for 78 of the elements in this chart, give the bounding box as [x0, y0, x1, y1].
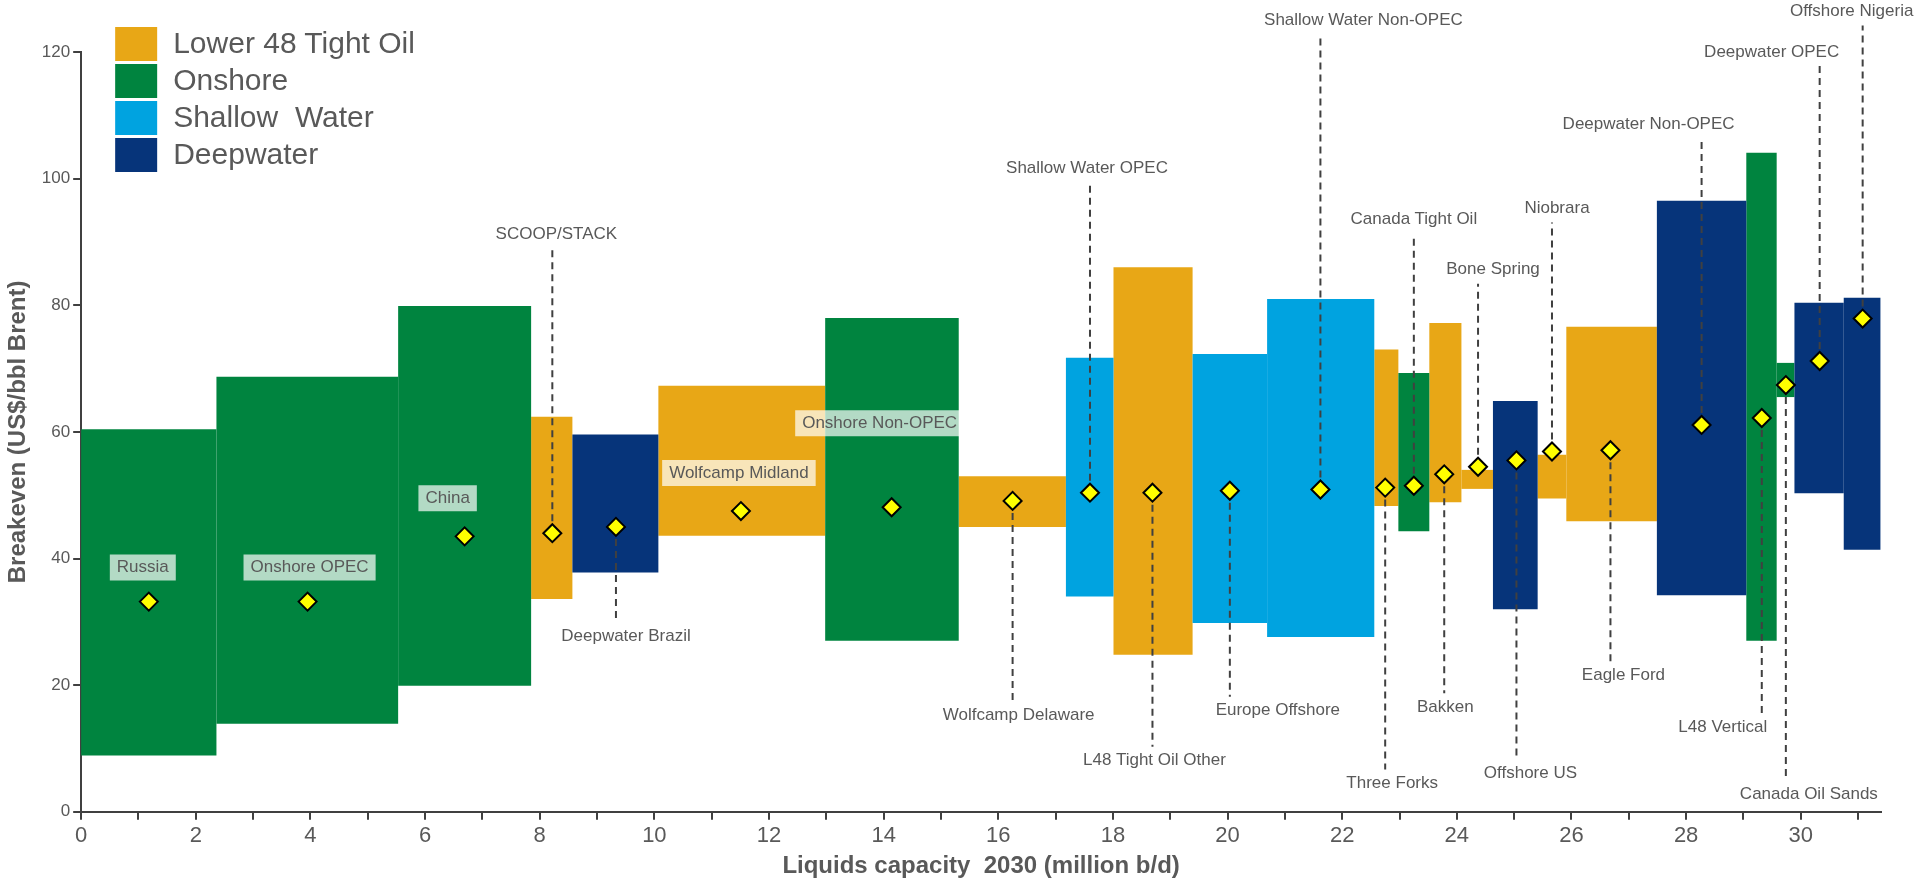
point — [1219, 480, 1240, 501]
annotation: L48 Vertical — [1678, 716, 1768, 736]
legend-label: Deepwater — [173, 137, 319, 171]
point — [1809, 350, 1830, 371]
point — [138, 591, 159, 612]
point — [881, 497, 902, 518]
point — [1775, 375, 1796, 396]
annotation: Russia — [116, 557, 170, 577]
x-tick-label: 30 — [1788, 822, 1813, 848]
annotation: Canada Oil Sands — [1739, 783, 1878, 803]
annotation: Wolfcamp Delaware — [942, 704, 1095, 724]
point — [454, 526, 475, 547]
point — [1002, 490, 1023, 511]
point — [1079, 482, 1100, 503]
x-tick-label: 2 — [189, 822, 202, 848]
annotation: Deepwater Non-OPEC — [1562, 113, 1735, 133]
x-tick-label: 14 — [871, 822, 896, 848]
point — [605, 516, 626, 537]
x-tick-label: 16 — [986, 822, 1011, 848]
annotation: Bakken — [1416, 697, 1474, 717]
y-tick-label: 0 — [60, 801, 71, 821]
annotation: Deepwater OPEC — [1704, 41, 1840, 61]
annotation: Canada Tight Oil — [1350, 209, 1478, 229]
legend-label: Shallow Water — [173, 100, 374, 134]
y-tick-label: 120 — [41, 41, 71, 61]
legend-label: Lower 48 Tight Oil — [173, 26, 415, 60]
point — [1600, 440, 1621, 461]
annotation: Three Forks — [1346, 773, 1439, 793]
annotation: China — [425, 488, 471, 508]
annotation: Europe Offshore — [1215, 700, 1341, 720]
point — [1852, 308, 1873, 329]
point — [730, 501, 751, 522]
x-tick-label: 0 — [75, 822, 88, 848]
y-tick-label: 40 — [51, 548, 71, 568]
point — [1403, 475, 1424, 496]
point — [1468, 456, 1489, 477]
x-tick-label: 4 — [304, 822, 317, 848]
annotation: Shallow Water OPEC — [1006, 158, 1168, 178]
y-tick-label: 20 — [51, 674, 71, 694]
bar — [531, 416, 573, 600]
x-tick-label: 12 — [756, 822, 782, 848]
point — [1375, 477, 1396, 498]
annotation: Onshore Non-OPEC — [802, 412, 958, 432]
legend-label: Onshore — [173, 63, 289, 97]
x-tick-label: 26 — [1559, 822, 1584, 848]
point — [1434, 464, 1455, 485]
annotation: Onshore OPEC — [250, 557, 369, 577]
annotation: Shallow Water Non-OPEC — [1264, 10, 1463, 30]
annotation: Deepwater Brazil — [561, 625, 691, 645]
x-tick-label: 28 — [1673, 822, 1699, 848]
point — [1310, 479, 1331, 500]
annotation: Niobrara — [1524, 198, 1591, 218]
y-tick-label: 60 — [51, 421, 71, 441]
x-tick-label: 22 — [1329, 822, 1355, 848]
annotation: Eagle Ford — [1581, 664, 1666, 684]
x-tick-label: 18 — [1100, 822, 1126, 848]
point — [297, 591, 318, 612]
point — [1751, 407, 1772, 428]
point — [1541, 441, 1562, 462]
annotation: Offshore Nigeria — [1789, 1, 1914, 21]
x-tick-label: 20 — [1215, 822, 1240, 848]
x-tick-label: 10 — [642, 822, 667, 848]
annotation: SCOOP/STACK — [495, 223, 618, 243]
point — [1142, 482, 1163, 503]
y-axis-title: Breakeven (US$/bbl Brent) — [3, 280, 31, 584]
point — [1691, 414, 1712, 435]
x-axis-title: Liquids capacity 2030 (million b/d) — [782, 851, 1180, 879]
point — [542, 523, 563, 544]
annotation: Wolfcamp Midland — [669, 462, 809, 482]
y-tick-label: 100 — [41, 168, 71, 188]
x-tick-label: 6 — [418, 822, 432, 848]
x-tick-label: 24 — [1444, 822, 1470, 848]
point — [1506, 450, 1527, 471]
x-tick-label: 8 — [533, 822, 546, 848]
y-tick-label: 80 — [51, 294, 71, 314]
annotation: Bone Spring — [1446, 259, 1540, 279]
annotation: Offshore US — [1483, 763, 1578, 783]
annotation: L48 Tight Oil Other — [1083, 750, 1227, 770]
